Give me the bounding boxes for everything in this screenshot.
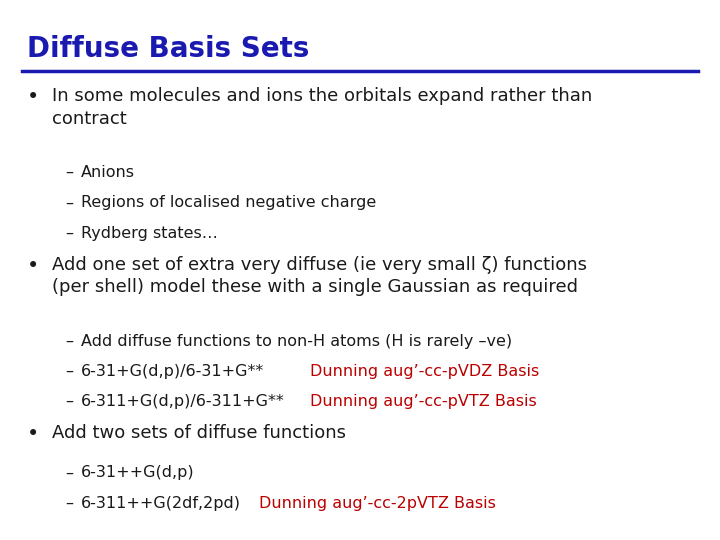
Text: •: • xyxy=(27,87,40,107)
Text: 6-31+G(d,p)/6-31+G**: 6-31+G(d,p)/6-31+G** xyxy=(81,364,264,379)
Text: –: – xyxy=(65,165,73,180)
Text: Dunning aug’-cc-2pVTZ Basis: Dunning aug’-cc-2pVTZ Basis xyxy=(259,496,496,511)
Text: Dunning aug’-cc-pVDZ Basis: Dunning aug’-cc-pVDZ Basis xyxy=(310,364,539,379)
Text: 6-311++G(2df,2pd): 6-311++G(2df,2pd) xyxy=(81,496,240,511)
Text: –: – xyxy=(65,364,73,379)
Text: Dunning aug’-cc-pVTZ Basis: Dunning aug’-cc-pVTZ Basis xyxy=(310,394,536,409)
Text: Anions: Anions xyxy=(81,165,135,180)
Text: –: – xyxy=(65,195,73,211)
Text: •: • xyxy=(27,256,40,276)
Text: Add diffuse functions to non-H atoms (H is rarely –ve): Add diffuse functions to non-H atoms (H … xyxy=(81,334,512,349)
Text: •: • xyxy=(27,424,40,444)
Text: 6-31++G(d,p): 6-31++G(d,p) xyxy=(81,465,194,481)
Text: –: – xyxy=(65,226,73,241)
Text: –: – xyxy=(65,394,73,409)
Text: –: – xyxy=(65,334,73,349)
Text: In some molecules and ions the orbitals expand rather than
contract: In some molecules and ions the orbitals … xyxy=(52,87,592,127)
Text: Add one set of extra very diffuse (ie very small ζ) functions
(per shell) model : Add one set of extra very diffuse (ie ve… xyxy=(52,256,587,296)
Text: Regions of localised negative charge: Regions of localised negative charge xyxy=(81,195,376,211)
Text: –: – xyxy=(65,465,73,481)
Text: Add two sets of diffuse functions: Add two sets of diffuse functions xyxy=(52,424,346,442)
Text: –: – xyxy=(65,496,73,511)
Text: Diffuse Basis Sets: Diffuse Basis Sets xyxy=(27,35,310,63)
Text: 6-311+G(d,p)/6-311+G**: 6-311+G(d,p)/6-311+G** xyxy=(81,394,284,409)
Text: Rydberg states…: Rydberg states… xyxy=(81,226,217,241)
